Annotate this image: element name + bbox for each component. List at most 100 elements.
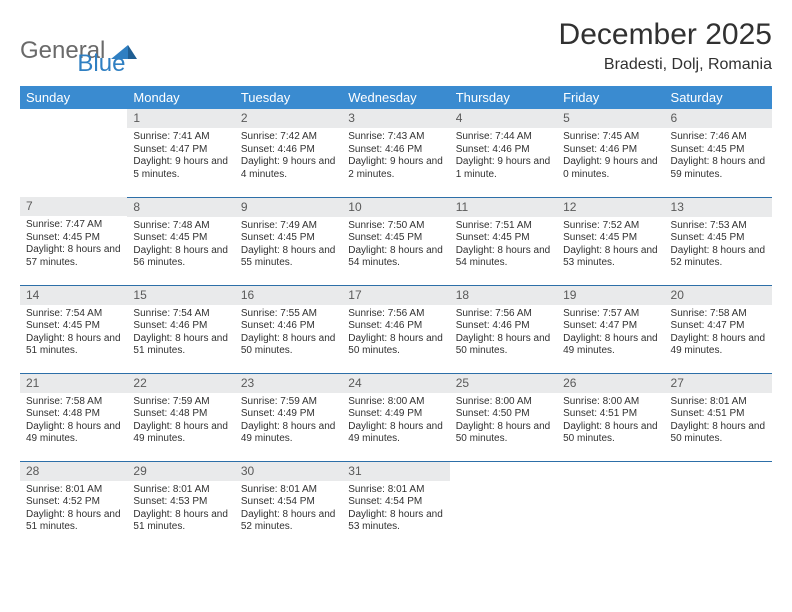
day-number: 27: [665, 374, 772, 393]
sunset-line: Sunset: 4:45 PM: [671, 144, 766, 157]
day-content: Sunrise: 7:58 AMSunset: 4:47 PMDaylight:…: [665, 305, 772, 362]
daylight-line: Daylight: 8 hours and 50 minutes.: [241, 333, 336, 358]
calendar-cell: 18Sunrise: 7:56 AMSunset: 4:46 PMDayligh…: [450, 285, 557, 373]
header: General Blue December 2025 Bradesti, Dol…: [20, 18, 772, 78]
day-number: 8: [127, 198, 234, 217]
daylight-line: Daylight: 8 hours and 53 minutes.: [348, 509, 443, 534]
calendar-cell: 13Sunrise: 7:53 AMSunset: 4:45 PMDayligh…: [665, 197, 772, 285]
calendar-body: 1Sunrise: 7:41 AMSunset: 4:47 PMDaylight…: [20, 109, 772, 549]
daylight-line: Daylight: 8 hours and 49 minutes.: [671, 333, 766, 358]
sunrise-line: Sunrise: 7:58 AM: [26, 396, 121, 409]
daylight-line: Daylight: 8 hours and 54 minutes.: [456, 245, 551, 270]
day-content: Sunrise: 7:54 AMSunset: 4:45 PMDaylight:…: [20, 305, 127, 362]
day-number: 28: [20, 462, 127, 481]
calendar-cell: 17Sunrise: 7:56 AMSunset: 4:46 PMDayligh…: [342, 285, 449, 373]
day-number: 22: [127, 374, 234, 393]
daylight-line: Daylight: 9 hours and 4 minutes.: [241, 156, 336, 181]
sunset-line: Sunset: 4:46 PM: [348, 320, 443, 333]
day-number: 20: [665, 286, 772, 305]
day-content: Sunrise: 8:01 AMSunset: 4:52 PMDaylight:…: [20, 481, 127, 538]
sunset-line: Sunset: 4:46 PM: [241, 320, 336, 333]
daylight-line: Daylight: 9 hours and 1 minute.: [456, 156, 551, 181]
sunrise-line: Sunrise: 7:57 AM: [563, 308, 658, 321]
sunset-line: Sunset: 4:47 PM: [133, 144, 228, 157]
sunset-line: Sunset: 4:46 PM: [133, 320, 228, 333]
daylight-line: Daylight: 8 hours and 50 minutes.: [671, 421, 766, 446]
daylight-line: Daylight: 8 hours and 49 minutes.: [348, 421, 443, 446]
calendar-cell: 2Sunrise: 7:42 AMSunset: 4:46 PMDaylight…: [235, 109, 342, 197]
daylight-line: Daylight: 8 hours and 49 minutes.: [26, 421, 121, 446]
calendar-row: 1Sunrise: 7:41 AMSunset: 4:47 PMDaylight…: [20, 109, 772, 197]
calendar-cell: 10Sunrise: 7:50 AMSunset: 4:45 PMDayligh…: [342, 197, 449, 285]
day-number: 16: [235, 286, 342, 305]
sunrise-line: Sunrise: 7:59 AM: [133, 396, 228, 409]
day-number: 5: [557, 109, 664, 128]
daylight-line: Daylight: 8 hours and 49 minutes.: [133, 421, 228, 446]
daylight-line: Daylight: 8 hours and 50 minutes.: [348, 333, 443, 358]
sunrise-line: Sunrise: 7:55 AM: [241, 308, 336, 321]
month-title: December 2025: [559, 18, 772, 52]
sunrise-line: Sunrise: 7:41 AM: [133, 131, 228, 144]
day-content: Sunrise: 7:57 AMSunset: 4:47 PMDaylight:…: [557, 305, 664, 362]
sunset-line: Sunset: 4:49 PM: [348, 408, 443, 421]
daylight-line: Daylight: 8 hours and 57 minutes.: [26, 244, 121, 269]
calendar-cell: 19Sunrise: 7:57 AMSunset: 4:47 PMDayligh…: [557, 285, 664, 373]
day-header: Saturday: [665, 86, 772, 109]
day-content: Sunrise: 7:50 AMSunset: 4:45 PMDaylight:…: [342, 217, 449, 274]
daylight-line: Daylight: 8 hours and 54 minutes.: [348, 245, 443, 270]
calendar-cell: [450, 461, 557, 549]
calendar-row: 14Sunrise: 7:54 AMSunset: 4:45 PMDayligh…: [20, 285, 772, 373]
day-content: Sunrise: 7:47 AMSunset: 4:45 PMDaylight:…: [20, 216, 127, 273]
calendar-cell: 21Sunrise: 7:58 AMSunset: 4:48 PMDayligh…: [20, 373, 127, 461]
calendar-cell: 29Sunrise: 8:01 AMSunset: 4:53 PMDayligh…: [127, 461, 234, 549]
sunrise-line: Sunrise: 7:58 AM: [671, 308, 766, 321]
day-header: Tuesday: [235, 86, 342, 109]
day-number: 4: [450, 109, 557, 128]
sunrise-line: Sunrise: 7:54 AM: [133, 308, 228, 321]
sunrise-line: Sunrise: 7:53 AM: [671, 220, 766, 233]
day-header: Monday: [127, 86, 234, 109]
calendar-cell: 24Sunrise: 8:00 AMSunset: 4:49 PMDayligh…: [342, 373, 449, 461]
daylight-line: Daylight: 8 hours and 49 minutes.: [241, 421, 336, 446]
calendar-cell: 26Sunrise: 8:00 AMSunset: 4:51 PMDayligh…: [557, 373, 664, 461]
calendar-row: 7Sunrise: 7:47 AMSunset: 4:45 PMDaylight…: [20, 197, 772, 285]
calendar-cell: 1Sunrise: 7:41 AMSunset: 4:47 PMDaylight…: [127, 109, 234, 197]
sunrise-line: Sunrise: 7:47 AM: [26, 219, 121, 232]
calendar-cell: [557, 461, 664, 549]
sunset-line: Sunset: 4:45 PM: [26, 320, 121, 333]
day-content: Sunrise: 8:00 AMSunset: 4:51 PMDaylight:…: [557, 393, 664, 450]
calendar-cell: 27Sunrise: 8:01 AMSunset: 4:51 PMDayligh…: [665, 373, 772, 461]
sunset-line: Sunset: 4:45 PM: [456, 232, 551, 245]
calendar-cell: 8Sunrise: 7:48 AMSunset: 4:45 PMDaylight…: [127, 197, 234, 285]
day-number: 2: [235, 109, 342, 128]
day-header: Friday: [557, 86, 664, 109]
daylight-line: Daylight: 8 hours and 51 minutes.: [26, 509, 121, 534]
sunset-line: Sunset: 4:45 PM: [563, 232, 658, 245]
daylight-line: Daylight: 8 hours and 50 minutes.: [456, 333, 551, 358]
sunrise-line: Sunrise: 7:42 AM: [241, 131, 336, 144]
sunset-line: Sunset: 4:46 PM: [563, 144, 658, 157]
sunset-line: Sunset: 4:51 PM: [671, 408, 766, 421]
calendar-cell: 31Sunrise: 8:01 AMSunset: 4:54 PMDayligh…: [342, 461, 449, 549]
daylight-line: Daylight: 8 hours and 53 minutes.: [563, 245, 658, 270]
daylight-line: Daylight: 9 hours and 0 minutes.: [563, 156, 658, 181]
day-number: 29: [127, 462, 234, 481]
sunrise-line: Sunrise: 8:00 AM: [563, 396, 658, 409]
day-number: 9: [235, 198, 342, 217]
day-content: Sunrise: 7:44 AMSunset: 4:46 PMDaylight:…: [450, 128, 557, 185]
day-content: Sunrise: 7:45 AMSunset: 4:46 PMDaylight:…: [557, 128, 664, 185]
calendar-head: SundayMondayTuesdayWednesdayThursdayFrid…: [20, 86, 772, 109]
day-content: Sunrise: 7:41 AMSunset: 4:47 PMDaylight:…: [127, 128, 234, 185]
calendar-cell: 12Sunrise: 7:52 AMSunset: 4:45 PMDayligh…: [557, 197, 664, 285]
sunrise-line: Sunrise: 7:46 AM: [671, 131, 766, 144]
sunrise-line: Sunrise: 7:56 AM: [348, 308, 443, 321]
sunrise-line: Sunrise: 7:52 AM: [563, 220, 658, 233]
sunrise-line: Sunrise: 8:00 AM: [456, 396, 551, 409]
day-content: Sunrise: 7:51 AMSunset: 4:45 PMDaylight:…: [450, 217, 557, 274]
sunset-line: Sunset: 4:52 PM: [26, 496, 121, 509]
sunset-line: Sunset: 4:46 PM: [348, 144, 443, 157]
calendar-table: SundayMondayTuesdayWednesdayThursdayFrid…: [20, 86, 772, 549]
day-content: Sunrise: 7:59 AMSunset: 4:49 PMDaylight:…: [235, 393, 342, 450]
day-number: 18: [450, 286, 557, 305]
sunset-line: Sunset: 4:45 PM: [241, 232, 336, 245]
